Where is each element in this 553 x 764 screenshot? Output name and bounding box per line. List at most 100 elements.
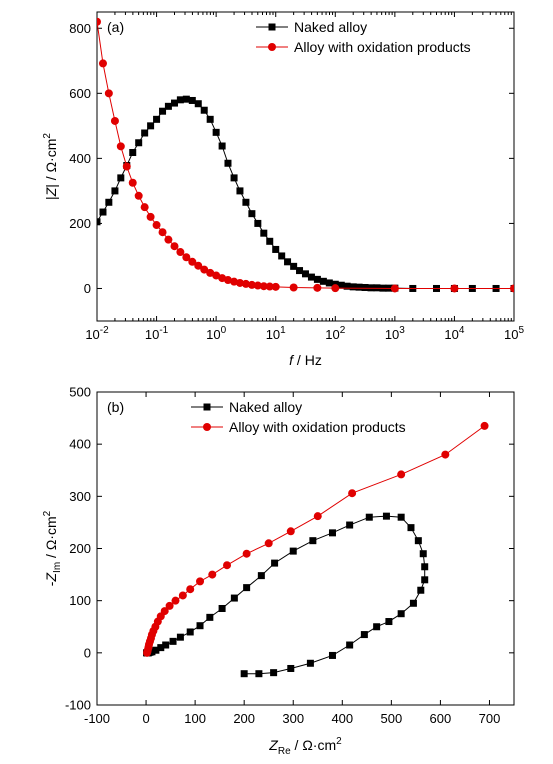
data-point	[242, 549, 251, 558]
data-point	[325, 279, 333, 287]
data-point	[171, 99, 179, 107]
data-point	[200, 106, 208, 114]
x-tick-label: 200	[233, 711, 255, 726]
series-naked-alloy	[97, 95, 514, 292]
data-point	[240, 670, 248, 678]
data-point	[254, 219, 262, 227]
data-point	[309, 537, 317, 545]
data-point	[170, 242, 179, 251]
data-point	[328, 651, 336, 659]
x-tick-label: -100	[84, 711, 110, 726]
x-tick-label: 105	[504, 325, 524, 342]
data-point	[441, 450, 450, 459]
data-point	[337, 281, 345, 289]
data-point	[194, 100, 202, 108]
data-point	[97, 218, 101, 226]
data-point	[182, 253, 191, 262]
y-tick-label: 500	[69, 385, 91, 400]
data-point	[230, 594, 238, 602]
x-tick-label: 500	[381, 711, 403, 726]
y-axis-label: |Z| / Ω·cm2	[42, 133, 59, 200]
data-point	[421, 563, 429, 571]
data-point	[97, 17, 101, 26]
data-point	[196, 577, 205, 586]
legend-marker	[268, 43, 276, 51]
data-point	[236, 187, 244, 195]
data-point	[286, 527, 295, 536]
legend-marker	[203, 423, 211, 431]
data-point	[194, 261, 203, 270]
data-point	[257, 572, 265, 580]
data-point	[200, 265, 209, 274]
y-tick-label: 0	[84, 281, 91, 296]
data-point	[355, 283, 363, 291]
data-point	[104, 89, 113, 98]
data-point	[255, 670, 263, 678]
data-point	[110, 116, 119, 125]
data-point	[169, 637, 177, 645]
data-point	[188, 257, 197, 266]
data-point	[176, 96, 184, 104]
data-point	[271, 559, 279, 567]
data-point	[196, 622, 204, 630]
y-tick-label: 400	[69, 437, 91, 452]
data-point	[390, 284, 399, 293]
legend: Naked alloy Alloy with oxidation products	[256, 19, 471, 55]
data-point	[397, 513, 405, 521]
data-point	[270, 669, 278, 677]
data-point	[129, 149, 137, 157]
data-point	[158, 228, 167, 237]
data-point	[301, 270, 309, 278]
data-point	[287, 664, 295, 672]
y-tick-label: 800	[69, 21, 91, 36]
data-point	[417, 586, 425, 594]
data-point	[116, 142, 125, 151]
data-point	[397, 610, 405, 618]
data-point	[361, 283, 369, 291]
data-point	[253, 281, 262, 290]
x-tick-label: 104	[444, 325, 464, 342]
data-point	[360, 631, 368, 639]
data-point	[382, 512, 390, 520]
series-line	[97, 98, 514, 289]
panel-label: (a)	[107, 19, 124, 35]
data-point	[212, 128, 220, 136]
data-point	[373, 284, 381, 292]
y-axis-label: -ZIm / Ω·cm2	[42, 510, 63, 586]
plot-frame	[96, 391, 515, 706]
data-point	[206, 268, 215, 277]
data-point	[235, 278, 244, 287]
data-point	[230, 174, 238, 182]
data-point	[223, 561, 232, 570]
data-point	[328, 529, 336, 537]
legend-marker	[203, 403, 211, 411]
data-point	[186, 628, 194, 636]
data-point	[134, 191, 143, 200]
data-point	[117, 174, 125, 182]
data-point	[272, 245, 280, 253]
data-point	[122, 162, 131, 171]
data-point	[208, 570, 217, 579]
data-point	[290, 262, 298, 270]
data-point	[182, 95, 190, 103]
legend-label: Naked alloy	[294, 19, 367, 35]
data-point	[450, 284, 459, 293]
data-point	[242, 198, 250, 206]
series-oxidized-alloy	[143, 421, 489, 657]
data-point	[212, 271, 221, 280]
data-point	[313, 275, 321, 283]
data-point	[343, 282, 351, 290]
data-point	[162, 641, 170, 649]
x-tick-label: 600	[430, 711, 452, 726]
data-point	[241, 279, 250, 288]
data-point	[147, 122, 155, 130]
data-point	[397, 470, 406, 479]
data-point	[111, 187, 119, 195]
series-line	[97, 21, 514, 289]
data-point	[331, 284, 340, 293]
data-point	[176, 248, 185, 257]
data-point	[365, 513, 373, 521]
data-point	[223, 276, 232, 285]
data-point	[157, 644, 165, 652]
data-point	[346, 521, 354, 529]
